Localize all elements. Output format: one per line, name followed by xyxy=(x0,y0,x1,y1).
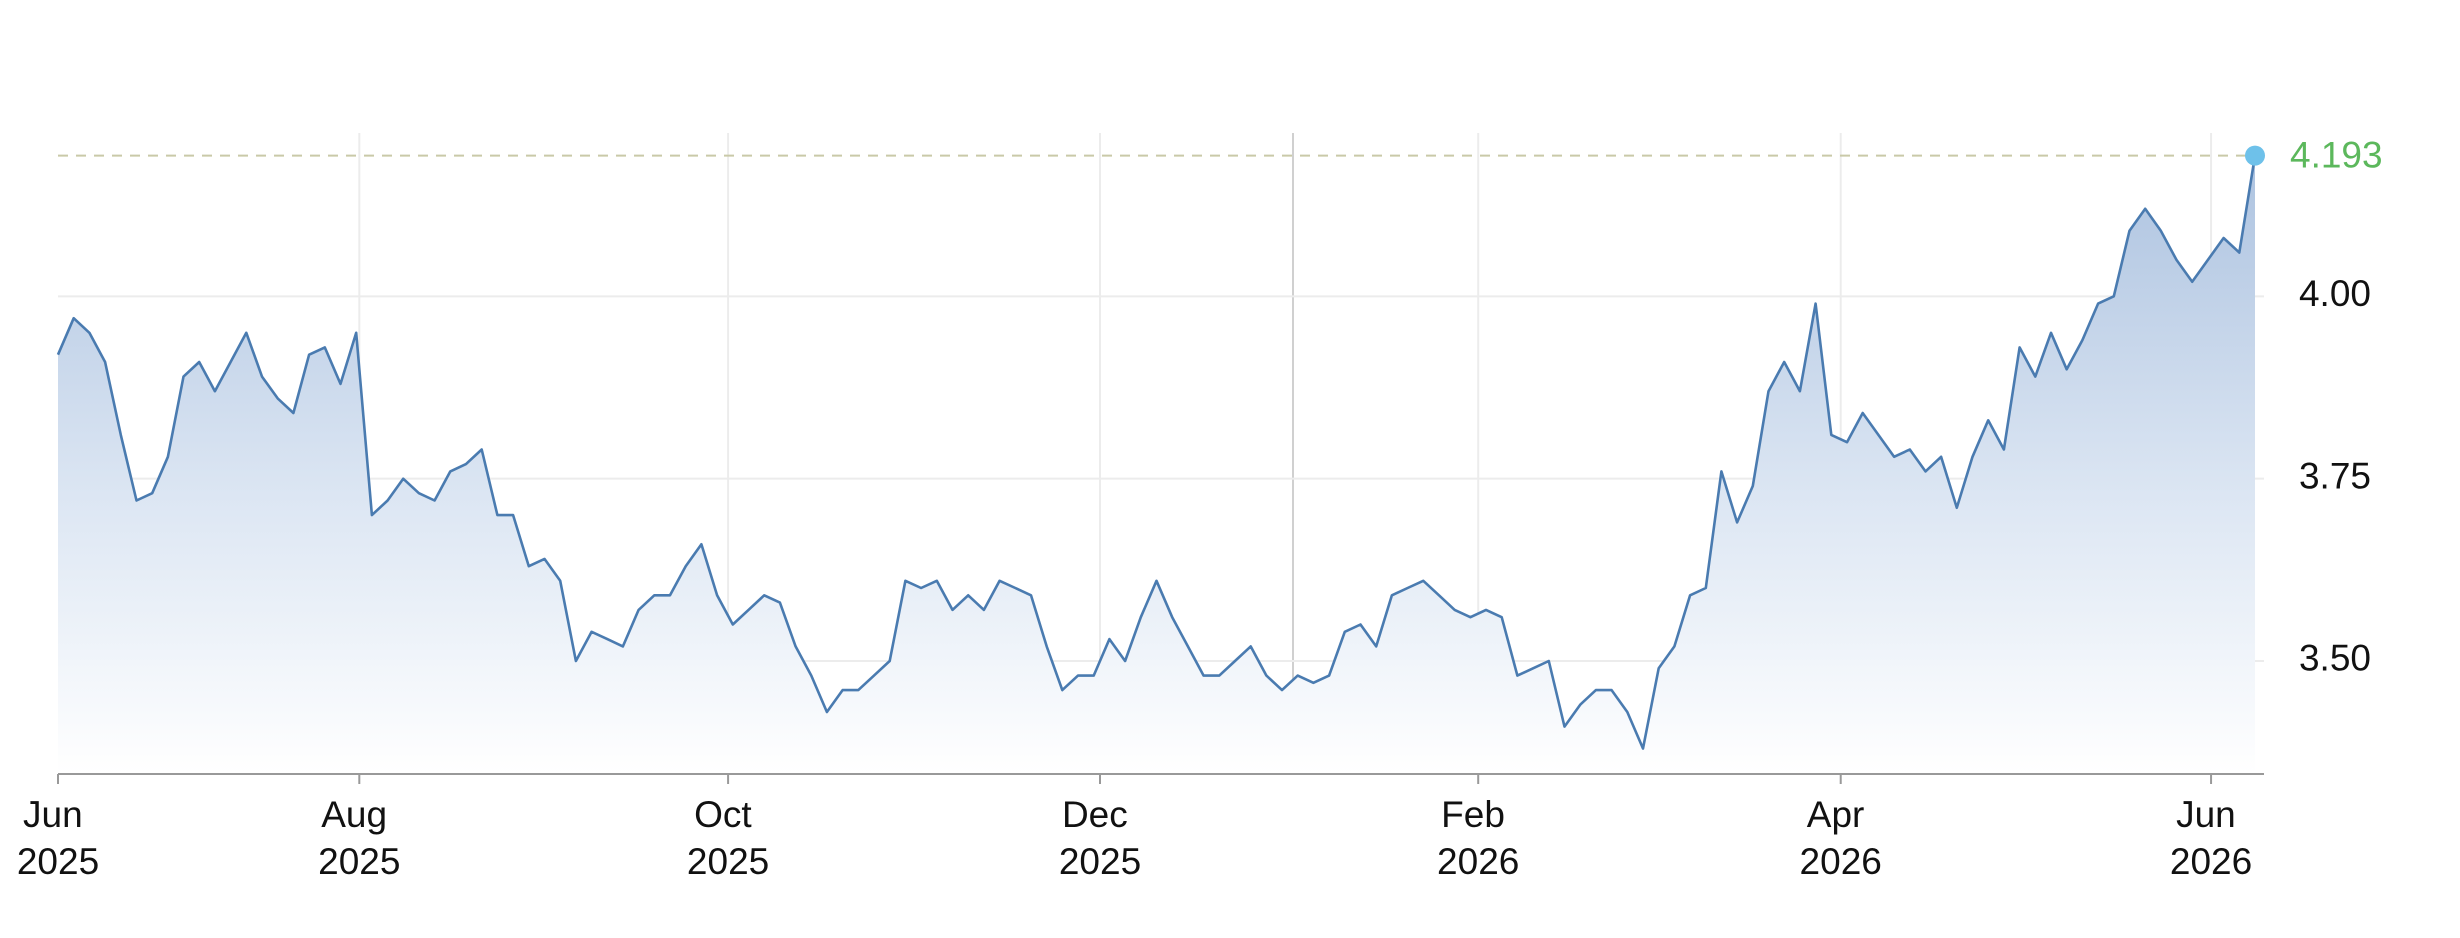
y-tick-label: 4.00 xyxy=(2299,273,2371,314)
x-tick-label: Jun 2025 xyxy=(17,794,99,882)
line xyxy=(56,155,2257,750)
x-tick-label: Jun 2026 xyxy=(2170,794,2252,882)
area-fill xyxy=(58,155,2255,775)
y-tick-label: 3.50 xyxy=(2299,638,2371,679)
last-value-dot xyxy=(2245,145,2265,166)
x-tick-label: Aug 2025 xyxy=(318,794,400,882)
y-tick-label: 3.75 xyxy=(2299,455,2371,496)
x-tick-label: Feb 2026 xyxy=(1437,794,1519,882)
x-tick-label: Oct 2025 xyxy=(687,794,769,882)
last-value-label: 4.193 xyxy=(2290,134,2383,175)
x-tick-label: Apr 2026 xyxy=(1800,794,1882,882)
x-tick-label: Dec 2025 xyxy=(1059,794,1141,882)
